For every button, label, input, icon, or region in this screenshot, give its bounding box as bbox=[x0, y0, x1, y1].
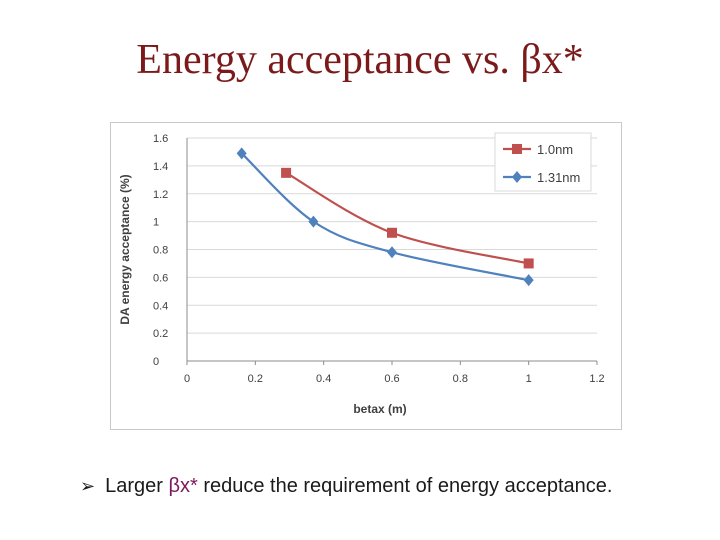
data-point-series-0 bbox=[523, 258, 534, 269]
y-tick-label: 1 bbox=[153, 217, 159, 229]
line-chart: 0 0.2 0.4 0.6 0.8 1 1.2 1.4 1.6 0 0.2 0.4 0.6 0.8 1 1.2… bbox=[118, 132, 605, 416]
legend-box bbox=[494, 132, 592, 192]
slide-title: Energy acceptance vs. βx* bbox=[136, 37, 584, 83]
y-tick-label: 0 bbox=[153, 356, 159, 368]
data-point-series-0 bbox=[281, 167, 292, 178]
chart-area: 0 0.2 0.4 0.6 0.8 1 1.2 1.4 1.6 0 0.2 0.4 0.6 0.8 1 1.2… bbox=[110, 122, 622, 430]
legend-marker bbox=[512, 171, 522, 183]
y-tick-label: 1.4 bbox=[153, 161, 168, 173]
y-tick-label: 0.8 bbox=[153, 245, 168, 257]
x-tick-label: 0 bbox=[184, 373, 190, 385]
legend-label: 1.0nm bbox=[537, 142, 573, 157]
bullet-text-prefix: Larger bbox=[105, 475, 169, 497]
x-tick-label: 1 bbox=[526, 373, 532, 385]
bullet-text-suffix: reduce the requirement of energy accepta… bbox=[197, 475, 613, 497]
y-tick-label: 1.2 bbox=[153, 189, 168, 201]
legend-label: 1.31nm bbox=[537, 170, 580, 185]
data-point-series-1 bbox=[308, 215, 319, 228]
y-tick-label: 1.6 bbox=[153, 133, 168, 145]
y-axis-title: DA energy acceptance (%) bbox=[118, 174, 132, 324]
bullet-text-highlight: βx* bbox=[168, 475, 198, 497]
legend-marker bbox=[512, 144, 522, 154]
x-tick-label: 0.4 bbox=[316, 373, 331, 385]
x-tick-label: 0.6 bbox=[384, 373, 399, 385]
data-point-series-1 bbox=[236, 147, 247, 160]
x-axis-title: betax (m) bbox=[353, 402, 406, 416]
y-tick-label: 0.6 bbox=[153, 272, 168, 284]
bullet-point: ➢ Larger βx* reduce the requirement of en… bbox=[80, 475, 710, 498]
x-tick-label: 0.2 bbox=[248, 373, 263, 385]
arrow-bullet-icon: ➢ bbox=[80, 476, 96, 496]
y-tick-label: 0.2 bbox=[153, 328, 168, 340]
series-line-1 bbox=[240, 152, 529, 282]
x-tick-label: 0.8 bbox=[453, 373, 468, 385]
data-point-series-0 bbox=[387, 227, 397, 238]
x-tick-label: 1.2 bbox=[589, 373, 604, 385]
data-point-series-1 bbox=[523, 274, 534, 287]
y-tick-label: 0.4 bbox=[153, 300, 168, 312]
data-point-series-1 bbox=[387, 246, 397, 259]
